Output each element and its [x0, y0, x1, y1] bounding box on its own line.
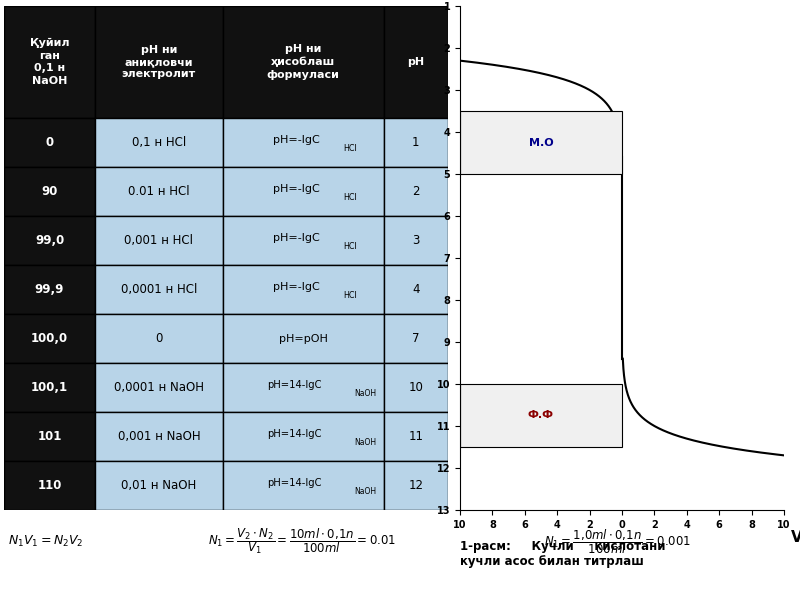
Bar: [4, 6, 95, 118]
Text: 0: 0: [155, 332, 162, 345]
Bar: [460, 384, 622, 447]
Bar: [384, 167, 448, 216]
Text: 0,1 н HCl: 0,1 н HCl: [132, 136, 186, 149]
Text: pH=14-lgC: pH=14-lgC: [267, 380, 322, 390]
Text: 2: 2: [412, 185, 419, 198]
Bar: [95, 167, 222, 216]
Text: pH ни
аниқловчи
электролит: pH ни аниқловчи электролит: [122, 44, 196, 79]
Text: HCl: HCl: [343, 193, 357, 202]
Text: HCl: HCl: [343, 291, 357, 300]
Bar: [4, 265, 95, 314]
Text: M.O: M.O: [529, 137, 554, 148]
Text: NaOH: NaOH: [354, 438, 376, 447]
Text: 11: 11: [408, 430, 423, 443]
Text: pH=-lgC: pH=-lgC: [273, 233, 320, 243]
Text: $N_1V_1 = N_2V_2$: $N_1V_1 = N_2V_2$: [8, 534, 83, 549]
Text: 100,0: 100,0: [31, 332, 68, 345]
Text: Қуйил
ган
0,1 н
NaOH: Қуйил ган 0,1 н NaOH: [30, 38, 70, 86]
Bar: [4, 412, 95, 461]
Bar: [4, 216, 95, 265]
Bar: [4, 167, 95, 216]
Bar: [95, 6, 222, 118]
Text: pH=-lgC: pH=-lgC: [273, 282, 320, 292]
Text: 99,0: 99,0: [35, 234, 64, 247]
Bar: [222, 461, 384, 510]
Text: HCl: HCl: [343, 144, 357, 153]
Text: 3: 3: [412, 234, 419, 247]
Bar: [384, 314, 448, 363]
Bar: [95, 216, 222, 265]
Text: HCl: HCl: [343, 242, 357, 251]
Text: pH ни
ҳисоблаш
формуласи: pH ни ҳисоблаш формуласи: [266, 44, 339, 80]
Bar: [95, 265, 222, 314]
Text: 1: 1: [412, 136, 419, 149]
Bar: [384, 6, 448, 118]
Text: pH=-lgC: pH=-lgC: [273, 135, 320, 145]
Bar: [4, 314, 95, 363]
Text: pH=pOH: pH=pOH: [278, 334, 327, 343]
Bar: [95, 412, 222, 461]
Text: 0: 0: [46, 136, 54, 149]
Text: 12: 12: [408, 479, 423, 492]
Text: $N_1 = \dfrac{1{,}0ml \cdot 0{,}1n}{100ml} = 0.001$: $N_1 = \dfrac{1{,}0ml \cdot 0{,}1n}{100m…: [544, 527, 691, 556]
Text: 4: 4: [412, 283, 419, 296]
Bar: [384, 216, 448, 265]
Text: 7: 7: [412, 332, 419, 345]
Bar: [384, 118, 448, 167]
Bar: [222, 167, 384, 216]
Bar: [95, 118, 222, 167]
Text: pH=-lgC: pH=-lgC: [273, 184, 320, 194]
Text: 10: 10: [408, 381, 423, 394]
Bar: [95, 461, 222, 510]
Bar: [460, 111, 622, 174]
Text: NaOH: NaOH: [354, 389, 376, 398]
Bar: [222, 216, 384, 265]
Text: 100,1: 100,1: [31, 381, 68, 394]
Text: 0,001 н HCl: 0,001 н HCl: [124, 234, 194, 247]
Bar: [222, 6, 384, 118]
X-axis label: V: V: [791, 530, 800, 545]
Bar: [384, 265, 448, 314]
Bar: [95, 363, 222, 412]
Text: 0,0001 н NaOH: 0,0001 н NaOH: [114, 381, 204, 394]
Bar: [222, 265, 384, 314]
Bar: [384, 412, 448, 461]
Text: 1-расм:     Кучли     кислотани
кучли асос билан титрлаш: 1-расм: Кучли кислотани кучли асос билан…: [460, 540, 666, 568]
Text: NaOH: NaOH: [354, 487, 376, 496]
Bar: [384, 363, 448, 412]
Text: 101: 101: [38, 430, 62, 443]
Bar: [222, 314, 384, 363]
Bar: [384, 461, 448, 510]
Bar: [95, 314, 222, 363]
Text: 0,001 н NaOH: 0,001 н NaOH: [118, 430, 200, 443]
Bar: [4, 461, 95, 510]
Bar: [222, 363, 384, 412]
Text: $N_1 = \dfrac{V_2 \cdot N_2}{V_1} = \dfrac{10ml \cdot 0{,}1n}{100ml} = 0.01$: $N_1 = \dfrac{V_2 \cdot N_2}{V_1} = \dfr…: [208, 527, 396, 556]
Bar: [4, 363, 95, 412]
Text: 99,9: 99,9: [35, 283, 64, 296]
Text: pH=14-lgC: pH=14-lgC: [267, 478, 322, 488]
Text: Ф.Ф: Ф.Ф: [528, 410, 554, 421]
Text: 90: 90: [42, 185, 58, 198]
Bar: [222, 412, 384, 461]
Text: pH: pH: [407, 57, 424, 67]
Text: 0.01 н HCl: 0.01 н HCl: [128, 185, 190, 198]
Bar: [222, 118, 384, 167]
Bar: [4, 118, 95, 167]
Text: pH=14-lgC: pH=14-lgC: [267, 429, 322, 439]
Text: 0,0001 н HCl: 0,0001 н HCl: [121, 283, 197, 296]
Text: 0,01 н NaOH: 0,01 н NaOH: [122, 479, 197, 492]
Text: 110: 110: [38, 479, 62, 492]
